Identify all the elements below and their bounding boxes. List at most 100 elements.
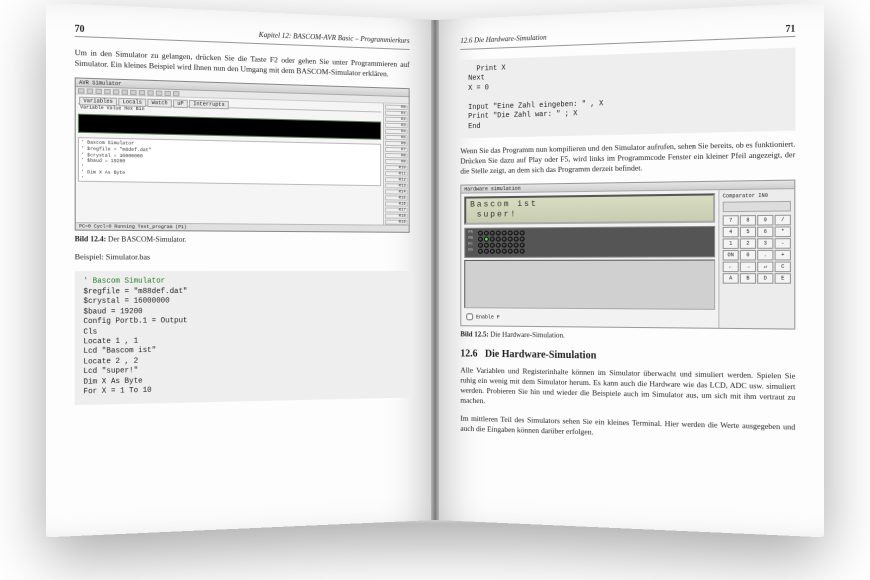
led-dot[interactable]: [478, 242, 483, 247]
keypad-key[interactable]: ON: [723, 250, 739, 261]
section-running-head: 12.6 Die Hardware-Simulation: [460, 33, 546, 47]
paragraph-compile-run: Wenn Sie das Programm nun kompilieren un…: [460, 139, 795, 177]
book-page-left: 70 Kapitel 12: BASCOM-AVR Basic – Progra…: [46, 3, 435, 538]
bascom-simulator-figure: AVR Simulator VariablesLocalsWatchuPInte…: [75, 78, 410, 233]
keypad-key[interactable]: 6: [757, 227, 773, 238]
register-cell: R10: [385, 165, 408, 170]
led-dot[interactable]: [484, 248, 489, 253]
led-dot[interactable]: [478, 236, 483, 241]
register-cell: R9: [385, 159, 408, 164]
led-dot[interactable]: [490, 242, 495, 247]
code-listing-area: ' Bascom Simulator ' $regfile = "m8def.d…: [78, 137, 381, 186]
led-dot[interactable]: [508, 242, 513, 247]
register-sidebar: R0R1R2R3R4R5R6R7R8R9R10R11R12R13R14R15R1…: [383, 104, 409, 225]
enable-checkbox-row: Enable F: [464, 311, 715, 324]
keypad-extra-key[interactable]: C: [775, 262, 791, 273]
example-filename: Beispiel: Simulator.bas: [75, 252, 410, 263]
simulator-main-panel: VariablesLocalsWatchuPInterrupts Variabl…: [76, 95, 383, 225]
keypad-extra-key[interactable]: E: [775, 274, 791, 285]
register-cell: R3: [385, 123, 408, 129]
enable-checkbox[interactable]: [466, 313, 473, 320]
keypad-key[interactable]: 8: [740, 215, 756, 226]
led-dot[interactable]: [490, 230, 495, 235]
led-dot[interactable]: [502, 242, 507, 247]
register-cell: R4: [385, 129, 408, 135]
register-cell: R5: [385, 135, 408, 141]
keypad-extra-key[interactable]: B: [740, 274, 756, 285]
led-dot[interactable]: [502, 236, 507, 241]
register-cell: R19: [385, 220, 408, 225]
keypad-extra-key[interactable]: →: [740, 262, 756, 273]
register-cell: R11: [385, 171, 408, 176]
figure-caption-12-4: Bild 12.4: Der BASCOM-Simulator.: [75, 235, 410, 245]
led-dot[interactable]: [496, 230, 501, 235]
led-dot[interactable]: [484, 236, 489, 241]
led-dot[interactable]: [514, 242, 519, 247]
numeric-keypad: 789/ 456* 123- ON0.+: [723, 215, 791, 261]
keypad-key[interactable]: *: [775, 227, 791, 238]
hw-sim-workspace: [464, 259, 715, 309]
intro-paragraph: Um in den Simulator zu gelangen, drücken…: [75, 48, 410, 81]
led-dot[interactable]: [484, 230, 489, 235]
register-cell: R17: [385, 208, 408, 213]
led-dot[interactable]: [520, 248, 525, 253]
keypad-key[interactable]: 4: [723, 227, 739, 238]
register-cell: R2: [385, 117, 408, 123]
led-dot[interactable]: [484, 242, 489, 247]
keypad-key[interactable]: /: [775, 215, 791, 226]
led-dot[interactable]: [502, 248, 507, 253]
led-dot[interactable]: [496, 236, 501, 241]
led-dot[interactable]: [508, 230, 513, 235]
keypad-key[interactable]: 5: [740, 227, 756, 238]
led-dot[interactable]: [490, 236, 495, 241]
page-header-left: 70 Kapitel 12: BASCOM-AVR Basic – Progra…: [75, 23, 410, 50]
keypad-key[interactable]: .: [757, 250, 773, 261]
led-dot[interactable]: [496, 248, 501, 253]
register-cell: R14: [385, 190, 408, 195]
led-dot[interactable]: [514, 236, 519, 241]
register-cell: R8: [385, 153, 408, 158]
led-dot[interactable]: [520, 236, 525, 241]
page-header-right: 12.6 Die Hardware-Simulation 71: [460, 23, 795, 50]
extra-keypad: ←→↵C ABDE: [723, 262, 791, 284]
keypad-key[interactable]: 9: [757, 215, 773, 226]
hardware-simulation-figure: Hardware simulation Bascom ist super! PA…: [460, 180, 795, 329]
register-cell: R6: [385, 141, 408, 147]
led-dot[interactable]: [502, 230, 507, 235]
led-dot[interactable]: [514, 230, 519, 235]
keypad-key[interactable]: 1: [723, 239, 739, 250]
led-dot[interactable]: [520, 230, 525, 235]
register-cell: R12: [385, 177, 408, 182]
led-dot[interactable]: [478, 248, 483, 253]
open-book: 70 Kapitel 12: BASCOM-AVR Basic – Progra…: [60, 20, 810, 520]
comparator-display: [723, 201, 791, 212]
led-dot[interactable]: [496, 242, 501, 247]
keypad-extra-key[interactable]: A: [723, 274, 739, 285]
keypad-extra-key[interactable]: ←: [723, 262, 739, 273]
led-dot[interactable]: [520, 242, 525, 247]
page-number-left: 70: [75, 23, 85, 34]
keypad-extra-key[interactable]: ↵: [757, 262, 773, 273]
register-cell: R13: [385, 183, 408, 188]
keypad-key[interactable]: 3: [757, 239, 773, 250]
paragraph-terminal: Im mittleren Teil des Simulators sehen S…: [460, 414, 795, 444]
keypad-key[interactable]: 2: [740, 239, 756, 250]
chapter-running-head: Kapitel 12: BASCOM-AVR Basic – Programmi…: [259, 31, 410, 47]
keypad-extra-key[interactable]: D: [757, 274, 773, 285]
book-page-right: 12.6 Die Hardware-Simulation 71 Print X …: [435, 3, 824, 538]
led-dot[interactable]: [490, 248, 495, 253]
register-cell: R1: [385, 111, 408, 117]
keypad-key[interactable]: 7: [723, 216, 739, 227]
section-heading-12-6: 12.6 Die Hardware-Simulation: [460, 348, 795, 364]
register-cell: R0: [385, 105, 408, 111]
led-dot[interactable]: [508, 236, 513, 241]
figure-caption-12-5: Bild 12.5: Die Hardware-Simulation.: [460, 330, 795, 342]
led-dot[interactable]: [514, 248, 519, 253]
register-cell: R7: [385, 147, 408, 153]
keypad-key[interactable]: 0: [740, 250, 756, 261]
keypad-key[interactable]: +: [775, 250, 791, 261]
led-dot[interactable]: [478, 230, 483, 235]
page-number-right: 71: [785, 23, 795, 34]
keypad-key[interactable]: -: [775, 239, 791, 250]
led-dot[interactable]: [508, 248, 513, 253]
